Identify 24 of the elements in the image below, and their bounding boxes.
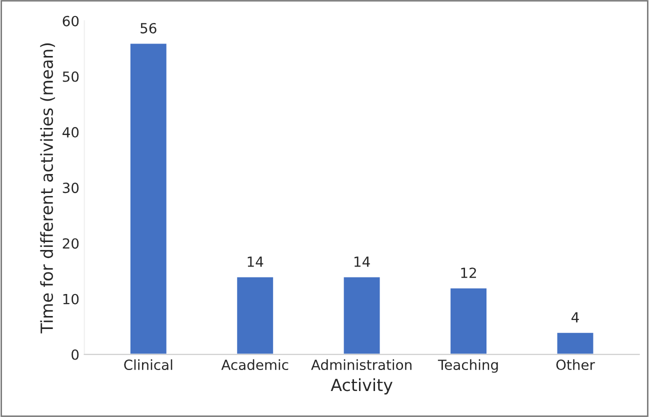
bar (342, 276, 382, 354)
y-tick-label: 50 (62, 71, 79, 82)
y-axis-title: Time for different activities (mean) (40, 43, 56, 334)
y-tick-label: 40 (62, 127, 79, 138)
x-tick-label: Clinical (124, 359, 172, 370)
x-tick-label: Teaching (438, 359, 498, 373)
y-tick-label: 10 (63, 294, 79, 304)
x-tick-label: Academic (221, 359, 288, 370)
data-label: 14 (354, 256, 370, 267)
data-label: 56 (140, 22, 156, 34)
bar (129, 42, 168, 354)
x-tick-label: Administration (311, 359, 412, 370)
y-tick-label: 0 (72, 349, 79, 360)
y-tick-label: 30 (62, 182, 79, 194)
x-axis-title: Activity (330, 378, 392, 394)
x-tick-label: Other (556, 359, 595, 370)
bar (449, 287, 488, 354)
bar (556, 332, 595, 354)
y-tick-label: 20 (62, 238, 79, 249)
data-label: 4 (572, 312, 579, 322)
y-tick-label: 60 (62, 16, 79, 26)
data-label: 12 (461, 268, 476, 278)
data-label: 14 (248, 256, 264, 267)
bar (236, 276, 274, 354)
